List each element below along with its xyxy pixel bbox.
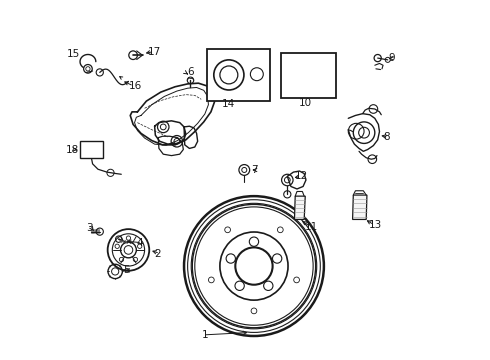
Text: 5: 5 <box>123 265 130 275</box>
Text: 6: 6 <box>187 67 194 77</box>
Text: 8: 8 <box>383 132 390 142</box>
Bar <box>80 140 103 158</box>
Circle shape <box>317 65 326 74</box>
Bar <box>281 53 337 98</box>
Text: 3: 3 <box>87 224 93 233</box>
Text: 7: 7 <box>251 165 258 175</box>
Text: 13: 13 <box>368 220 382 230</box>
Polygon shape <box>353 195 367 220</box>
Text: 11: 11 <box>305 222 318 231</box>
Circle shape <box>283 82 292 90</box>
Text: 15: 15 <box>67 49 80 59</box>
Polygon shape <box>294 196 305 220</box>
Text: 17: 17 <box>148 46 161 57</box>
Text: 4: 4 <box>137 238 143 248</box>
Text: 10: 10 <box>299 98 312 108</box>
Text: 14: 14 <box>222 99 236 109</box>
Bar <box>207 49 270 101</box>
Text: 2: 2 <box>155 248 161 258</box>
Text: 1: 1 <box>202 330 208 340</box>
Text: 9: 9 <box>389 53 395 63</box>
Text: 18: 18 <box>66 144 79 154</box>
Circle shape <box>283 65 292 74</box>
Text: 12: 12 <box>295 171 309 181</box>
Text: 16: 16 <box>128 81 142 91</box>
Circle shape <box>317 82 326 90</box>
